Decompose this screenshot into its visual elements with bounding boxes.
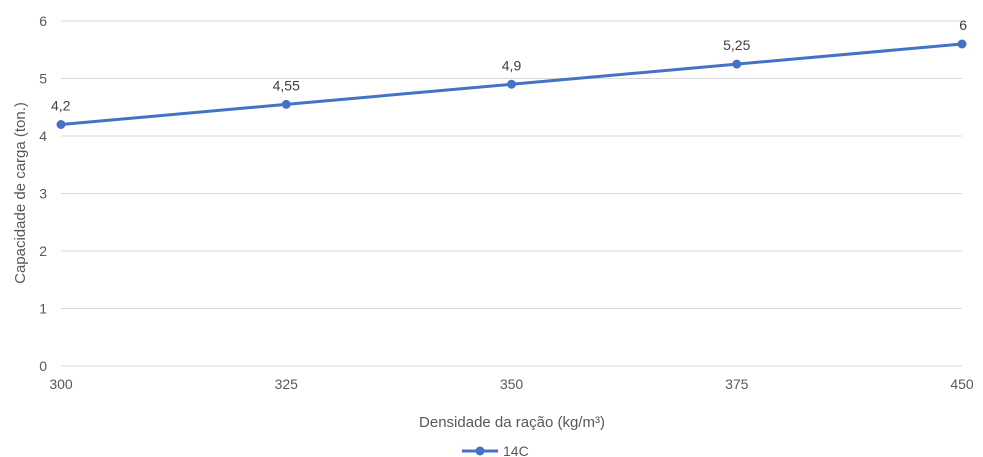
data-point <box>732 59 742 69</box>
x-tick-label: 375 <box>725 376 749 392</box>
y-tick-label: 3 <box>39 186 47 202</box>
legend-marker <box>475 446 485 456</box>
y-tick-label: 0 <box>39 358 47 374</box>
data-label: 4,9 <box>502 57 522 73</box>
gridlines <box>61 20 962 367</box>
y-axis-ticks: 0 1 2 3 4 5 6 <box>39 13 47 374</box>
data-label: 4,55 <box>273 77 300 93</box>
x-tick-label: 300 <box>49 376 73 392</box>
y-tick-label: 5 <box>39 71 47 87</box>
data-label: 4,2 <box>51 98 71 114</box>
data-labels: 4,2 4,55 4,9 5,25 6 <box>51 17 967 114</box>
y-tick-label: 1 <box>39 301 47 317</box>
x-axis-ticks: 300 325 350 375 450 <box>49 376 974 392</box>
data-label: 6 <box>959 17 967 33</box>
x-tick-label: 350 <box>500 376 524 392</box>
x-tick-label: 450 <box>950 376 974 392</box>
series-14c <box>56 39 967 129</box>
legend-label: 14C <box>503 443 529 457</box>
x-axis-title: Densidade da ração (kg/m³) <box>419 414 605 431</box>
y-axis-title: Capacidade de carga (ton.) <box>12 102 29 284</box>
data-point <box>281 99 291 109</box>
legend: 14C <box>462 443 529 457</box>
y-tick-label: 6 <box>39 13 47 29</box>
data-label: 5,25 <box>723 37 750 53</box>
x-tick-label: 325 <box>275 376 299 392</box>
data-point <box>507 79 516 89</box>
y-tick-label: 2 <box>39 243 47 259</box>
y-tick-label: 4 <box>39 128 47 144</box>
data-point <box>56 120 66 129</box>
data-point <box>957 39 967 49</box>
